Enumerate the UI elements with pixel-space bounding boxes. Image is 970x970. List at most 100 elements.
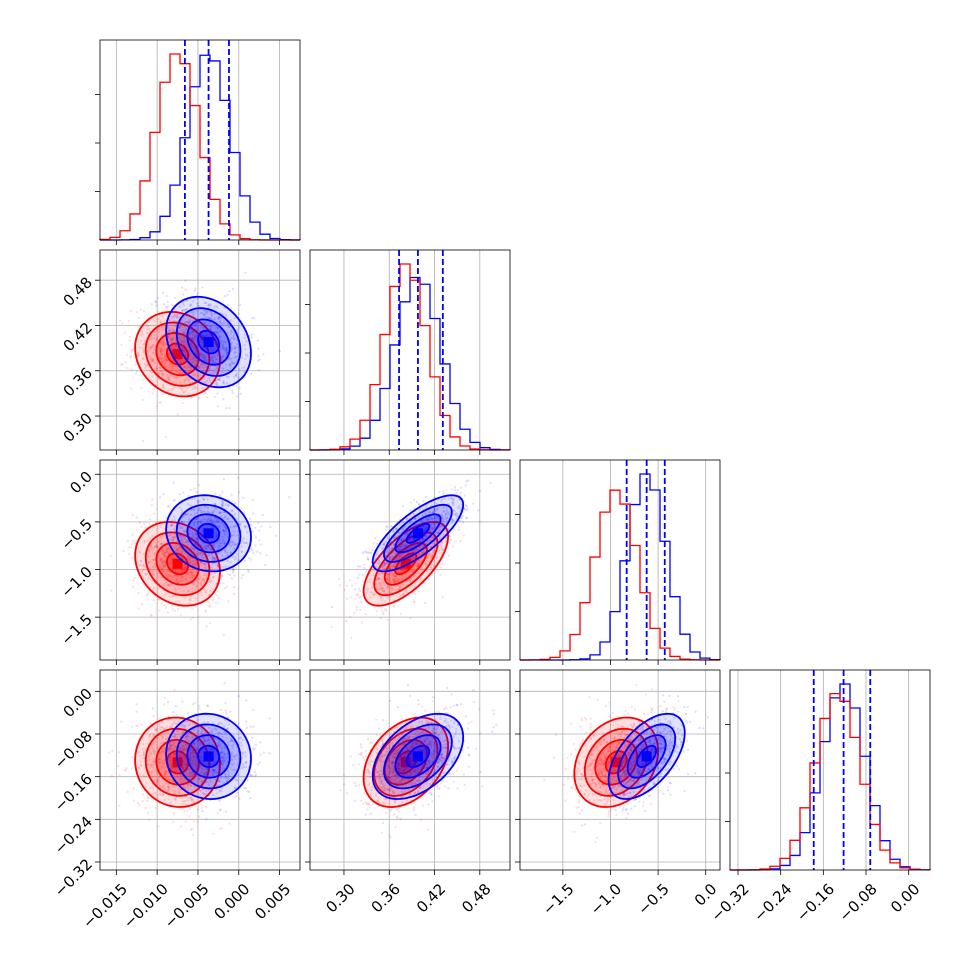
sample-point xyxy=(217,331,220,334)
sample-point xyxy=(181,340,184,344)
sample-point xyxy=(412,537,415,541)
sample-point xyxy=(218,511,221,514)
sample-point xyxy=(211,521,215,524)
sample-point xyxy=(167,583,170,587)
sample-point xyxy=(161,560,164,563)
sample-point xyxy=(218,378,221,382)
sample-point xyxy=(185,299,189,302)
sample-point xyxy=(180,526,184,530)
sample-point xyxy=(425,504,428,507)
sample-point xyxy=(459,486,463,489)
sample-point xyxy=(157,317,160,321)
sample-point xyxy=(381,587,385,590)
sample-point xyxy=(177,571,180,574)
sample-point xyxy=(217,520,220,523)
sample-point xyxy=(401,568,404,572)
sample-point xyxy=(401,553,405,556)
sample-point xyxy=(259,543,263,546)
sample-point xyxy=(153,334,157,337)
sample-point xyxy=(162,303,166,306)
sample-point xyxy=(219,542,222,545)
sample-point xyxy=(140,723,143,726)
sample-point xyxy=(202,510,205,513)
sample-point xyxy=(171,365,174,368)
sample-point xyxy=(141,563,144,567)
sample-point xyxy=(216,331,220,334)
sample-point xyxy=(401,544,404,547)
sample-point xyxy=(195,374,199,377)
sample-point xyxy=(150,346,154,349)
sample-point xyxy=(435,519,438,522)
sample-point xyxy=(155,329,158,332)
sample-point xyxy=(178,493,181,496)
sample-point xyxy=(413,544,417,547)
sample-point xyxy=(194,323,197,326)
sample-point xyxy=(162,493,165,496)
sample-point xyxy=(203,376,206,380)
sample-point xyxy=(194,596,197,600)
sample-point xyxy=(442,509,446,513)
sample-point xyxy=(196,520,200,523)
sample-point xyxy=(154,367,157,371)
sample-point xyxy=(137,353,141,356)
sample-point xyxy=(371,573,375,577)
sample-point xyxy=(387,537,390,541)
sample-point xyxy=(200,338,203,342)
sample-point xyxy=(118,773,121,777)
sample-point xyxy=(171,303,174,307)
sample-point xyxy=(446,517,449,520)
sample-point xyxy=(167,562,171,565)
sample-point xyxy=(191,547,194,550)
sample-point xyxy=(392,578,395,581)
sample-point xyxy=(373,606,376,609)
sample-point xyxy=(186,503,190,506)
sample-point xyxy=(132,579,135,582)
sample-point xyxy=(399,531,402,535)
sample-point xyxy=(186,555,190,558)
sample-point xyxy=(187,572,191,575)
sample-point xyxy=(435,519,439,522)
sample-point xyxy=(134,372,137,376)
sample-point xyxy=(225,348,228,351)
sample-point xyxy=(209,312,213,315)
sample-point xyxy=(361,580,365,583)
sample-point xyxy=(412,556,415,559)
sample-point xyxy=(170,604,173,608)
sample-point xyxy=(163,561,167,564)
sample-point xyxy=(422,528,425,532)
sample-point xyxy=(202,326,205,330)
sample-point xyxy=(191,562,194,565)
sample-point xyxy=(439,525,442,528)
sample-point xyxy=(213,317,216,320)
sample-point xyxy=(179,380,182,383)
sample-point xyxy=(152,337,156,340)
sample-point xyxy=(130,387,133,390)
sample-point xyxy=(199,561,202,564)
sample-point xyxy=(453,486,457,489)
sample-point xyxy=(225,351,229,354)
sample-point xyxy=(395,557,399,560)
sample-point xyxy=(150,371,154,375)
sample-point xyxy=(133,542,137,545)
sample-point xyxy=(183,391,186,394)
sample-point xyxy=(166,575,170,578)
sample-point xyxy=(425,570,429,573)
sample-point xyxy=(386,536,389,539)
sample-point xyxy=(193,331,196,334)
sample-point xyxy=(409,509,412,512)
sample-point xyxy=(144,364,147,367)
sample-point xyxy=(174,609,177,613)
sample-point xyxy=(184,820,188,823)
sample-point xyxy=(202,517,206,520)
sample-point xyxy=(400,538,403,541)
sample-point xyxy=(432,536,435,539)
sample-point xyxy=(217,378,220,381)
sample-point xyxy=(161,553,164,556)
sample-point xyxy=(184,578,187,582)
sample-point xyxy=(193,562,197,566)
sample-point xyxy=(139,339,143,343)
histogram-panel-3 xyxy=(515,459,721,665)
sample-point xyxy=(382,581,385,584)
sample-point xyxy=(211,525,214,529)
